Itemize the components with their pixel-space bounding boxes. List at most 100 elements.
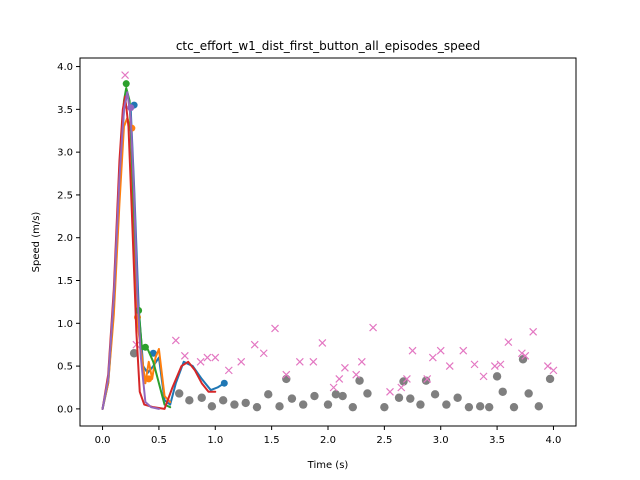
series-marker (122, 80, 130, 88)
scatter-x-point (423, 375, 432, 383)
scatter-dot-point (252, 402, 262, 412)
scatter-dot-point (430, 390, 440, 399)
scatter-dot-point (380, 402, 389, 412)
scatter-x-point (250, 340, 259, 349)
scatter-dot-point (509, 402, 519, 412)
y-tick-label: 2.0 (57, 233, 73, 244)
scatter-x-point (357, 357, 366, 366)
scatter-dot-point (275, 402, 284, 411)
y-tick-label: 4.0 (57, 62, 73, 73)
scatter-dot-point (545, 374, 555, 384)
scatter-dot-point (363, 389, 372, 398)
scatter-dot-point (485, 402, 494, 412)
scatter-dot-point (230, 400, 239, 409)
x-tick-label: 4.0 (546, 435, 562, 446)
x-tick-label: 3.5 (489, 435, 505, 446)
plot-frame (79, 57, 577, 427)
scatter-x-point (543, 362, 552, 371)
scatter-dot-point (310, 391, 319, 401)
scatter-x-point (529, 327, 538, 336)
scatter-dot-point (287, 394, 297, 403)
series-line (101, 91, 160, 410)
scatter-x-point (445, 362, 454, 371)
scatter-x-point (402, 375, 411, 383)
scatter-dot-point (406, 394, 415, 403)
scatter-x-point (340, 363, 349, 372)
scatter-x-point (504, 338, 513, 347)
scatter-x-point (196, 357, 205, 366)
scatter-dot-point (129, 349, 139, 358)
scatter-dot-point (218, 396, 228, 405)
axis-ticks: 0.0 0.5 1.0 1.5 2.0 2.5 3.0 3.5 4.0 0.0 0.5 1.0 1.5 2… (57, 62, 561, 446)
scatter-dot-point (464, 402, 474, 412)
x-tick-label: 1.5 (264, 435, 280, 446)
scatter-dot-point (282, 374, 291, 384)
scatter-x-point (408, 346, 417, 355)
scatter-x-point (369, 323, 378, 332)
scatter-x-point (479, 372, 488, 381)
scatter-x-point (237, 357, 246, 366)
scatter-x-point (171, 336, 180, 345)
scatter-x-point (224, 366, 233, 375)
series-marker (127, 104, 135, 112)
scatter-dot-point (241, 398, 250, 408)
x-tick-label: 0.5 (151, 435, 167, 446)
series-marker (220, 379, 228, 387)
scatter-x-point (428, 353, 437, 362)
scatter-dot-point (442, 400, 451, 409)
scatter-x-point (295, 357, 304, 366)
scatter-x-point (203, 353, 212, 362)
scatter-x-point (397, 383, 406, 392)
scatter-dot-point (207, 402, 217, 411)
scatter-dot-point (498, 387, 507, 396)
scatter-x-point (259, 349, 268, 358)
y-tick-label: 1.5 (57, 276, 73, 287)
y-tick-label: 2.5 (57, 190, 73, 201)
scatter-dot-point (185, 396, 194, 405)
scatter-x-point (496, 360, 505, 369)
x-tick-label: 2.5 (376, 435, 392, 446)
scatter-dot-point (331, 390, 341, 399)
scatter-x-point (459, 346, 468, 355)
x-tick-label: 0.0 (95, 435, 111, 446)
scatter-dot-point (475, 402, 485, 411)
scatter-dot-point (355, 376, 364, 385)
y-tick-label: 3.0 (57, 148, 73, 159)
series-line (101, 95, 217, 410)
scatter-dot-point (416, 400, 425, 409)
plot-area (101, 71, 558, 412)
scatter-x-point (436, 346, 445, 355)
scatter-dot-point (338, 391, 347, 401)
scatter-dot-point (348, 402, 357, 412)
scatter-x-point (329, 383, 338, 392)
scatter-x-point (211, 353, 220, 362)
scatter-x-point (335, 375, 344, 383)
scatter-x-point (490, 362, 499, 371)
scatter-dot-point (534, 402, 543, 411)
y-axis-label: Speed (m/s) (31, 212, 42, 273)
scatter-x-point (309, 357, 318, 366)
scatter-x-point (271, 324, 279, 333)
scatter-dot-point (453, 393, 462, 402)
scatter-x-point (121, 71, 130, 80)
x-axis-label: Time (s) (307, 460, 349, 471)
scatter-dot-point (323, 400, 333, 409)
scatter-dot-point (175, 389, 184, 398)
scatter-dot-point (524, 389, 533, 398)
chart-title: ctc_effort_w1_dist_first_button_all_epis… (176, 39, 480, 53)
scatter-x-point (282, 370, 291, 379)
series-marker (141, 343, 149, 351)
scatter-x-point (549, 366, 558, 375)
scatter-x-point (318, 339, 327, 347)
x-tick-label: 1.0 (207, 435, 223, 446)
series-marker (149, 349, 157, 357)
scatter-dot-point (492, 372, 502, 381)
scatter-dot-point (264, 390, 273, 399)
scatter-dot-point (394, 393, 404, 402)
y-tick-label: 0.5 (57, 362, 73, 373)
scatter-x-point (470, 360, 479, 369)
y-tick-label: 3.5 (57, 105, 73, 116)
scatter-dot-point (299, 400, 308, 409)
scatter-x-point (180, 351, 189, 360)
